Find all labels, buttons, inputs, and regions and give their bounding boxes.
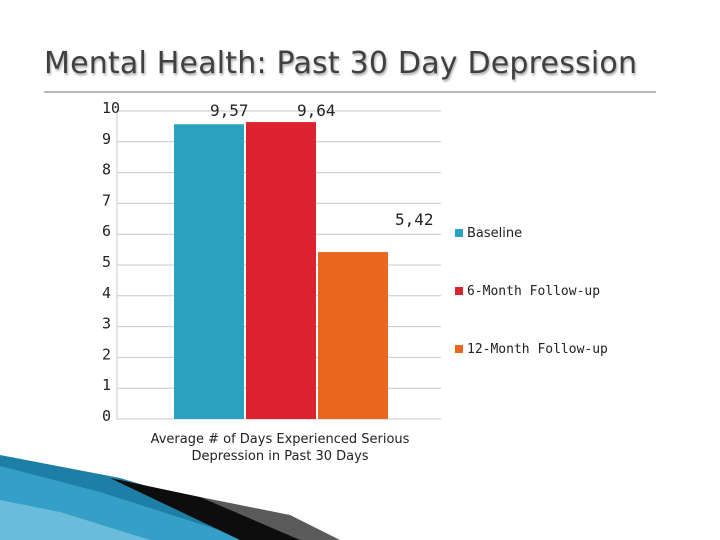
legend-swatch xyxy=(455,345,463,353)
y-tick-label: 3 xyxy=(102,315,111,333)
bar-baseline xyxy=(174,124,244,419)
x-category-label-line-1: Average # of Days Experienced Serious xyxy=(151,432,410,447)
data-labels: 9,57 9,64 5,42 xyxy=(210,101,434,229)
legend-label: 12-Month Follow-up xyxy=(467,342,608,357)
y-axis-ticks: 0 1 2 3 4 5 6 7 8 9 10 xyxy=(102,99,120,425)
y-tick-label: 9 xyxy=(102,130,111,148)
x-category-label-line-2: Depression in Past 30 Days xyxy=(191,449,368,464)
bar-12-month-follow-up xyxy=(318,252,388,419)
bar-6-month-follow-up xyxy=(246,122,316,419)
y-tick-label: 1 xyxy=(102,376,111,394)
legend: Baseline 6-Month Follow-up 12-Month Follow… xyxy=(455,226,608,357)
data-label: 9,57 xyxy=(210,101,249,120)
legend-swatch xyxy=(455,229,463,237)
data-label: 9,64 xyxy=(297,101,336,120)
legend-swatch xyxy=(455,287,463,295)
y-tick-label: 5 xyxy=(102,253,111,271)
x-category-label: Average # of Days Experienced Serious De… xyxy=(151,432,410,464)
y-tick-label: 6 xyxy=(102,222,111,240)
title-underline xyxy=(44,91,656,93)
bars xyxy=(174,122,388,419)
legend-label: Baseline xyxy=(467,226,522,241)
y-tick-label: 0 xyxy=(102,407,111,425)
y-tick-label: 8 xyxy=(102,161,111,179)
y-tick-label: 4 xyxy=(102,284,111,302)
legend-label: 6-Month Follow-up xyxy=(467,284,600,299)
y-tick-label: 2 xyxy=(102,345,111,363)
corner-decoration xyxy=(0,455,340,540)
data-label: 5,42 xyxy=(395,210,434,229)
page-title: Mental Health: Past 30 Day Depression xyxy=(44,46,638,81)
y-tick-label: 10 xyxy=(102,99,120,117)
y-tick-label: 7 xyxy=(102,191,111,209)
